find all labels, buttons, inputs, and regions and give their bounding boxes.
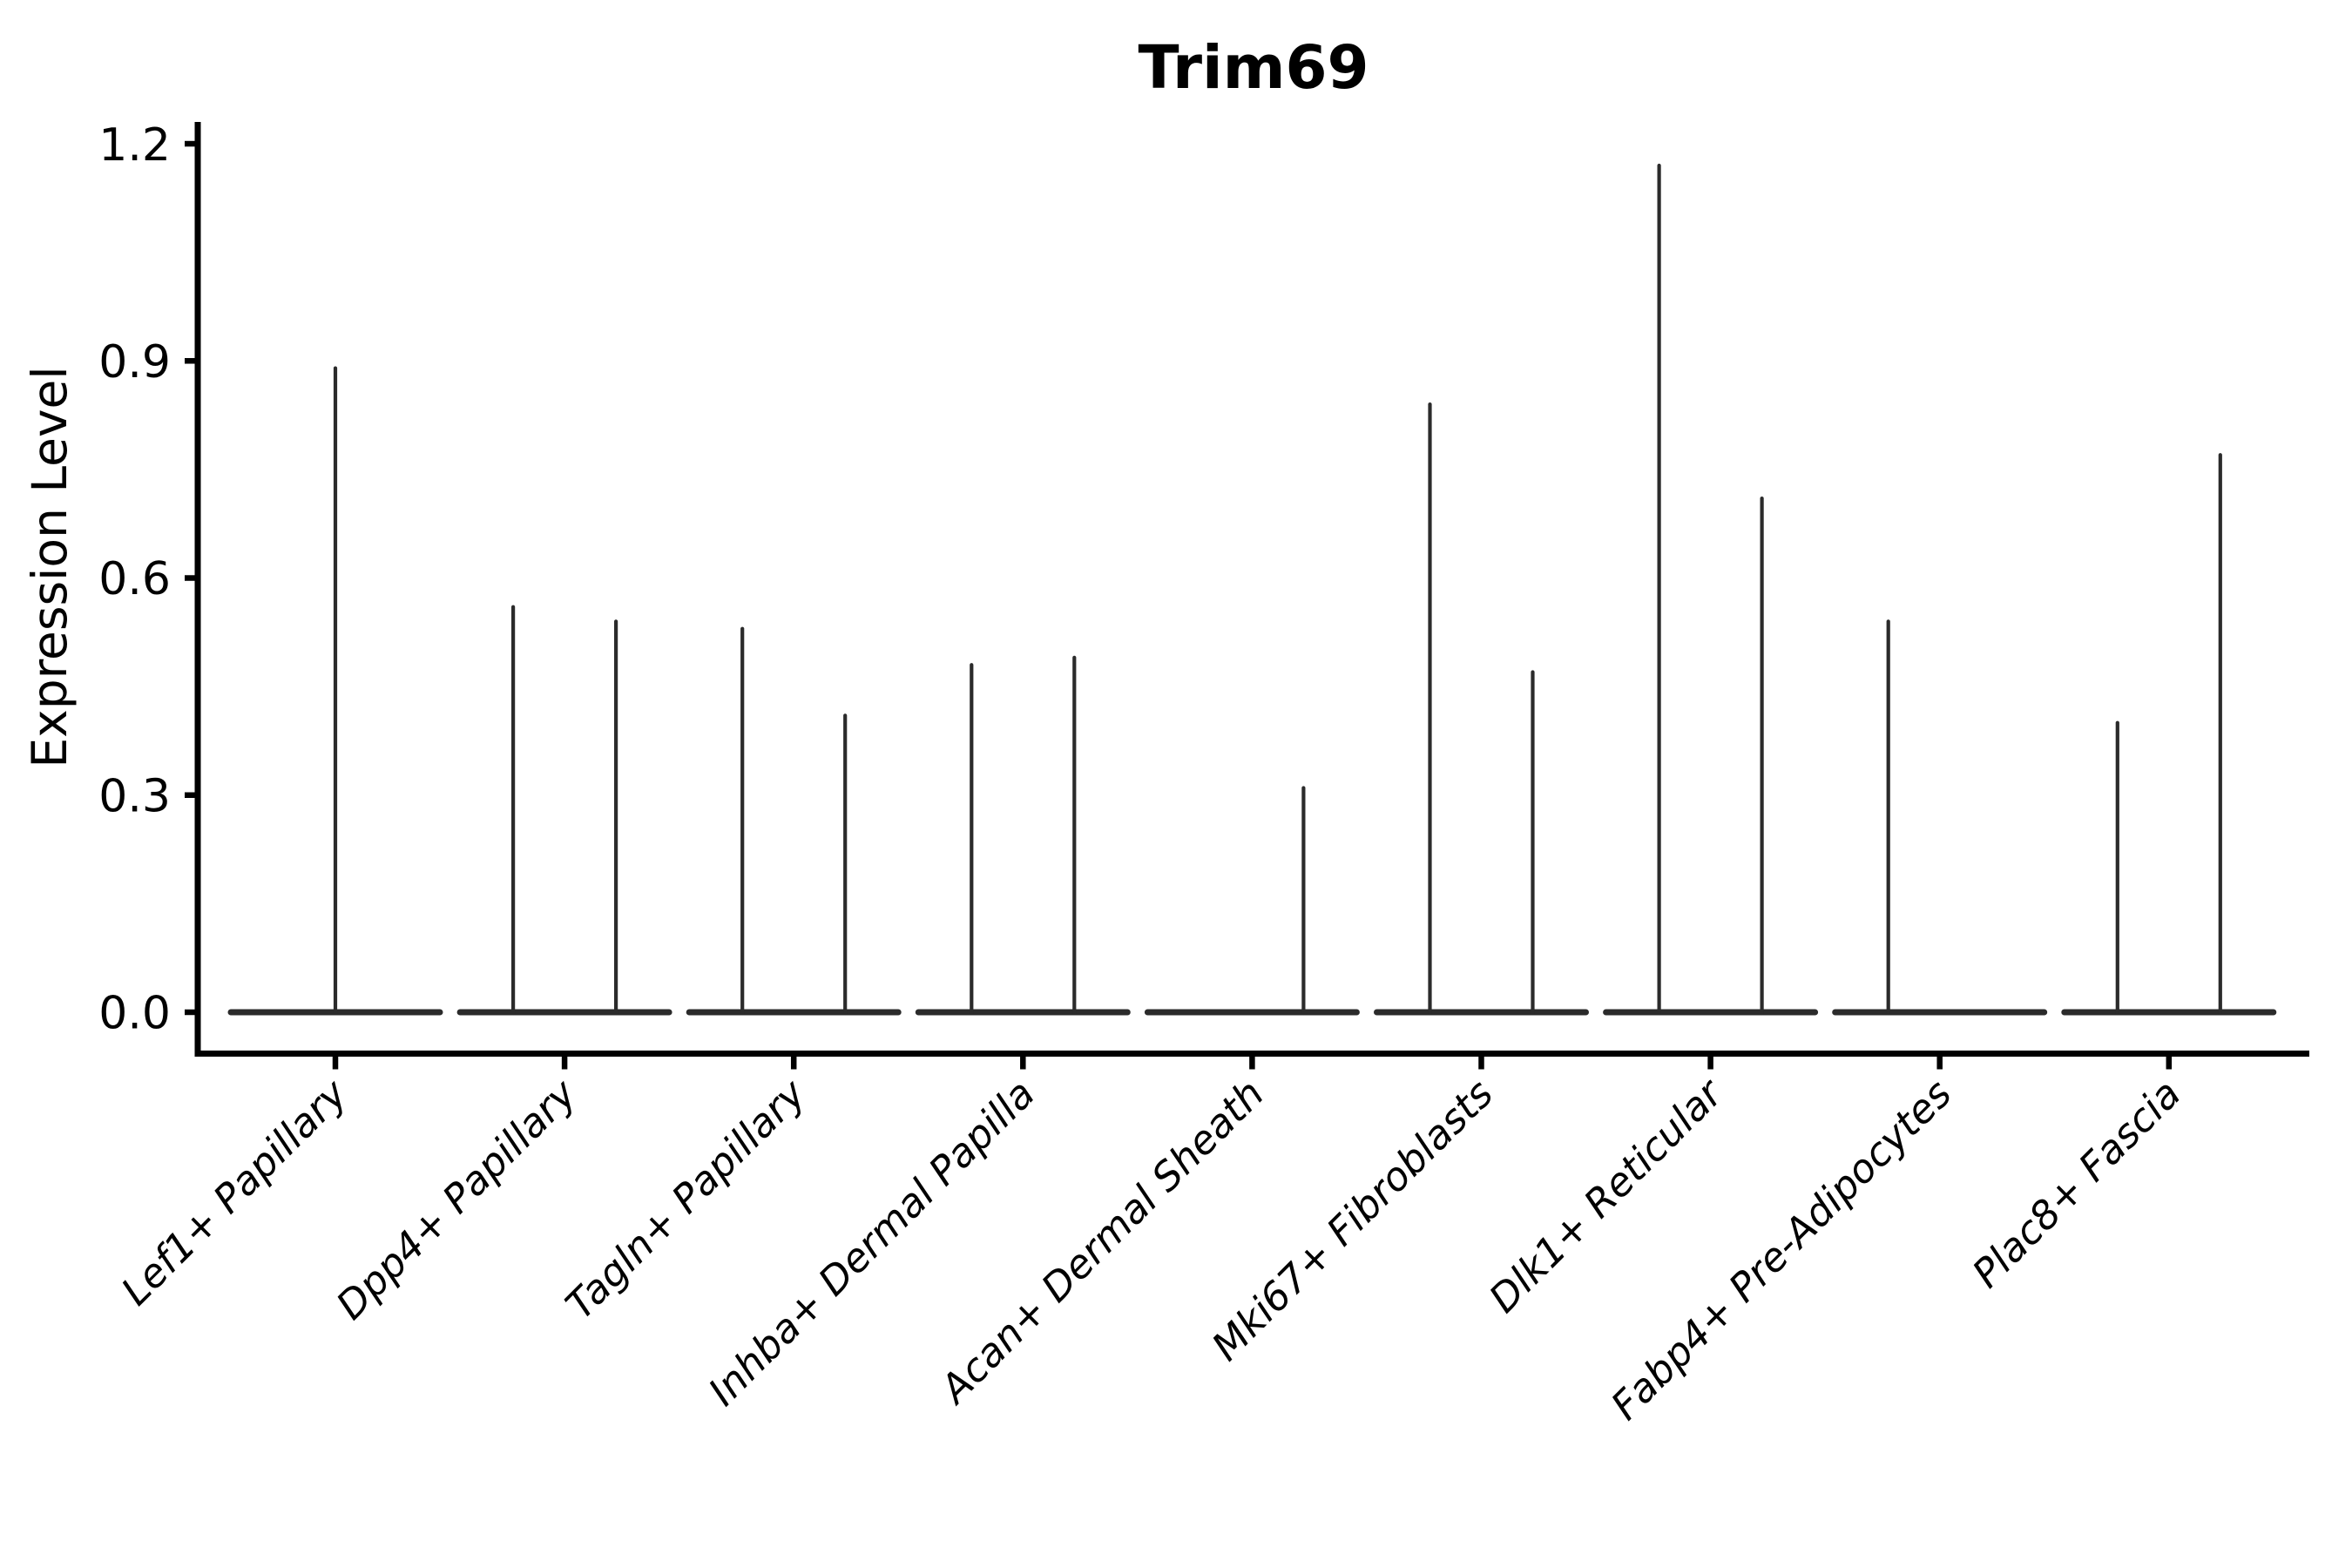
y-axis-label: Expression Level	[22, 366, 78, 767]
x-tick-label: Dlk1+ Reticular	[1480, 1069, 1733, 1321]
y-tick-label: 0.9	[98, 336, 171, 389]
y-tick-label: 0.0	[98, 988, 171, 1040]
x-tick-label: Plac8+ Fascia	[1963, 1071, 2190, 1297]
x-tick-label: Tagln+ Papillary	[557, 1070, 815, 1328]
y-tick-label: 0.6	[98, 553, 171, 605]
x-tick-label: Dpp4+ Papillary	[328, 1070, 586, 1328]
y-tick-label: 1.2	[98, 119, 171, 172]
axis-spines	[194, 122, 2309, 1057]
y-tick-label: 0.3	[98, 770, 171, 822]
chart-title: Trim69	[1138, 33, 1369, 103]
x-tick-label: Lef1+ Papillary	[112, 1070, 357, 1315]
